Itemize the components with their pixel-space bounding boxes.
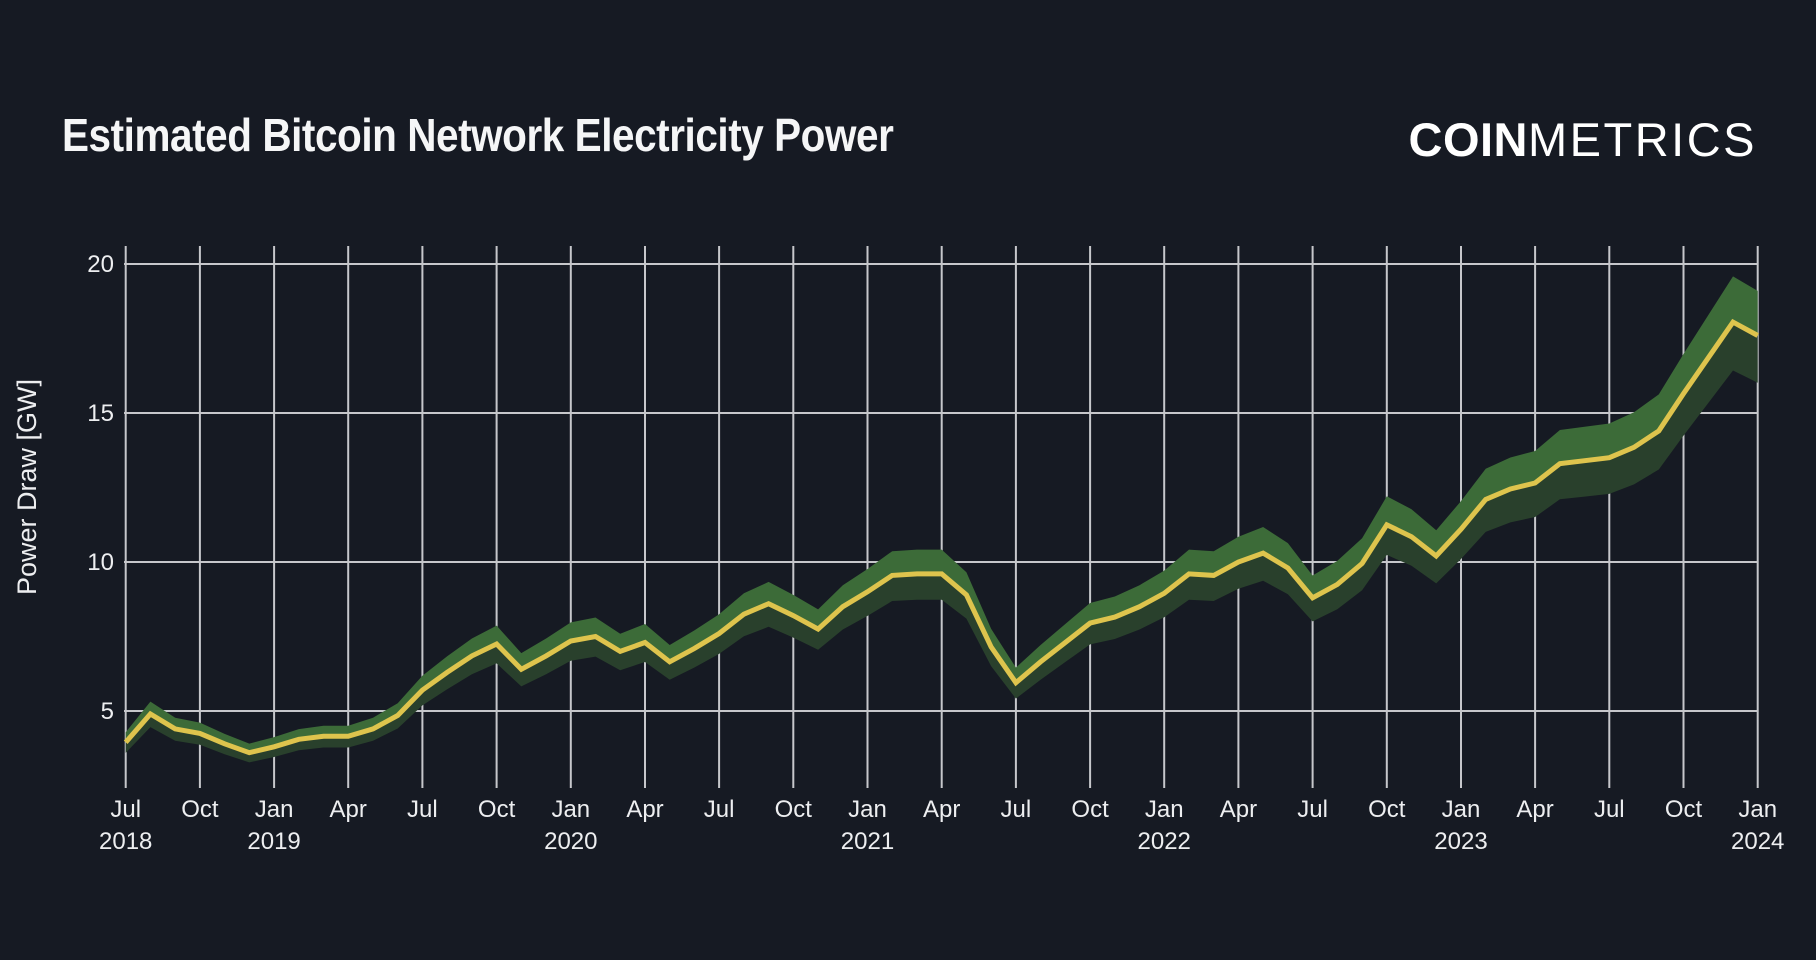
- x-tick-month-15: Oct: [478, 796, 516, 823]
- x-tick-month-9: Apr: [330, 796, 367, 823]
- x-tick-month-48: Jul: [1297, 796, 1328, 823]
- x-tick-month-63: Oct: [1665, 796, 1703, 823]
- x-tick-year-66: 2024: [1731, 828, 1784, 855]
- x-tick-month-45: Apr: [1220, 796, 1257, 823]
- x-tick-month-33: Apr: [923, 796, 960, 823]
- x-tick-month-27: Oct: [775, 796, 813, 823]
- x-tick-month-21: Apr: [626, 796, 663, 823]
- x-tick-month-39: Oct: [1071, 796, 1109, 823]
- x-tick-month-57: Apr: [1516, 796, 1553, 823]
- x-tick-year-6: 2019: [247, 828, 300, 855]
- x-tick-month-6: Jan: [255, 796, 294, 823]
- x-tick-year-30: 2021: [841, 828, 894, 855]
- x-tick-month-36: Jul: [1001, 796, 1032, 823]
- power-draw-line: [123, 318, 1759, 756]
- y-tick-label-10: 10: [87, 549, 114, 576]
- x-tick-month-12: Jul: [407, 796, 438, 823]
- x-tick-month-66: Jan: [1738, 796, 1777, 823]
- x-tick-year-18: 2020: [544, 828, 597, 855]
- page-title: Estimated Bitcoin Network Electricity Po…: [62, 109, 894, 161]
- gridlines: [124, 246, 1759, 788]
- y-tick-label-15: 15: [87, 400, 114, 427]
- logo-metrics-text: METRICS: [1528, 113, 1757, 166]
- x-tick-month-24: Jul: [704, 796, 735, 823]
- x-tick-year-42: 2022: [1138, 828, 1191, 855]
- y-tick-labels: 5 10 15 20: [87, 251, 114, 725]
- x-tick-month-0: Jul: [110, 796, 141, 823]
- y-tick-label-5: 5: [101, 698, 114, 725]
- x-tick-month-54: Jan: [1442, 796, 1481, 823]
- x-tick-month-18: Jan: [551, 796, 590, 823]
- coinmetrics-logo: COINMETRICS: [1409, 112, 1758, 167]
- y-tick-label-20: 20: [87, 251, 114, 278]
- x-tick-year-54: 2023: [1434, 828, 1487, 855]
- x-tick-month-60: Jul: [1594, 796, 1625, 823]
- logo-coin-text: COIN: [1408, 113, 1528, 166]
- x-tick-year-0: 2018: [99, 828, 152, 855]
- y-axis-title: Power Draw [GW]: [12, 379, 42, 595]
- x-tick-month-42: Jan: [1145, 796, 1184, 823]
- x-tick-labels: Jul 2018 Oct Jan 2019 Apr Jul Oct Jan 2020 Apr Jul O…: [99, 796, 1784, 855]
- x-tick-month-3: Oct: [181, 796, 219, 823]
- x-tick-month-30: Jan: [848, 796, 887, 823]
- x-tick-month-51: Oct: [1368, 796, 1406, 823]
